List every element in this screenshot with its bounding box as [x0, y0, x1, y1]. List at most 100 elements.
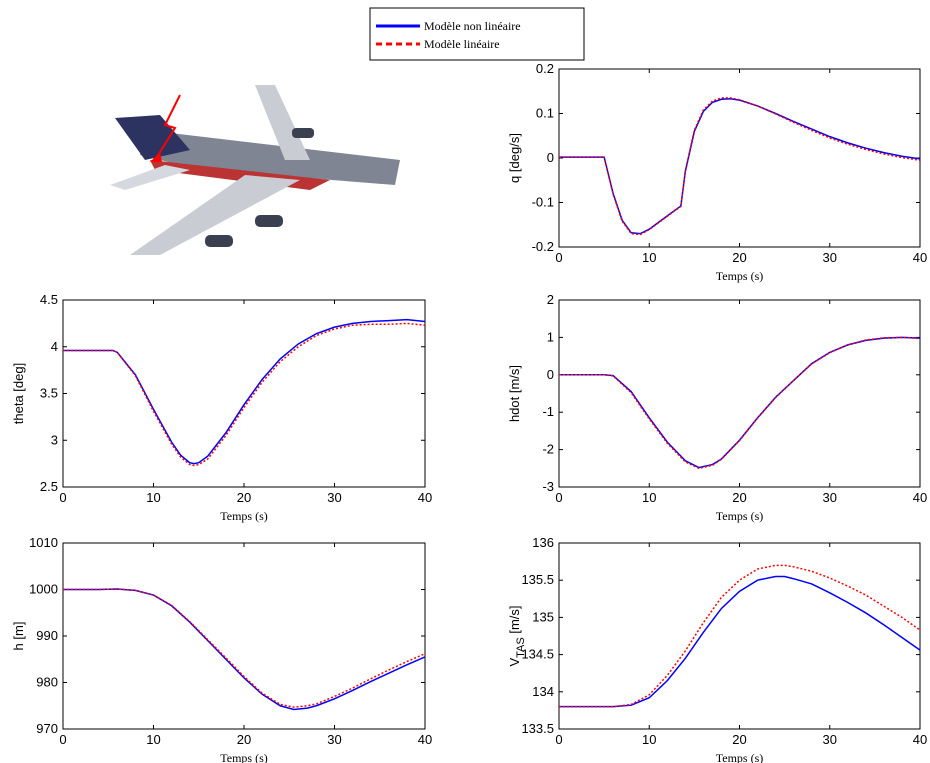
airplane-illustration	[110, 85, 400, 255]
y-axis-label: theta [deg]	[11, 363, 26, 424]
x-axis-label: Temps (s)	[220, 751, 267, 763]
y-tick-label: 135.5	[521, 572, 554, 587]
engine	[292, 128, 314, 138]
y-tick-label: -3	[542, 479, 554, 494]
legend: Modèle non linéaire Modèle linéaire	[369, 7, 585, 61]
legend-box	[369, 7, 585, 61]
y-tick-label: 3.5	[40, 386, 58, 401]
y-tick-label: 3	[51, 432, 58, 447]
series-line	[559, 575, 921, 708]
series-line	[559, 97, 921, 236]
engine	[255, 215, 283, 227]
y-tick-label: 133.5	[521, 721, 554, 736]
fault-arrow-head	[150, 152, 162, 162]
y-tick-label: 970	[36, 721, 58, 736]
y-tick-label: 4.5	[40, 292, 58, 307]
chart: 0 10 20 30 40 2.5 3 3.5 4 4.5 Temps (s) theta [deg]	[11, 292, 432, 523]
y-tick-label: -2	[542, 442, 554, 457]
y-tick-label: 0	[547, 150, 554, 165]
legend-label: Modèle linéaire	[424, 37, 500, 51]
engine	[205, 235, 233, 247]
chart: 0 10 20 30 40 -0.2 -0.1 0 0.1 0.2 Temps (s) q [deg/…	[507, 61, 927, 283]
y-axis-label-part: V	[507, 658, 522, 667]
x-tick-label: 40	[913, 490, 927, 505]
x-tick-label: 20	[732, 490, 746, 505]
x-tick-label: 30	[823, 732, 837, 747]
y-axis-label: h [m]	[11, 622, 26, 651]
series-line	[559, 564, 921, 708]
y-tick-label: 0.1	[536, 106, 554, 121]
plot-area	[62, 542, 426, 730]
x-axis-label: Temps (s)	[716, 509, 763, 523]
x-tick-label: 0	[555, 732, 562, 747]
y-axis-label-part: TAS	[515, 637, 527, 658]
series-line	[559, 336, 921, 470]
y-tick-label: 990	[36, 628, 58, 643]
x-axis-label: Temps (s)	[220, 509, 267, 523]
y-tick-label: 136	[532, 535, 554, 550]
x-tick-label: 10	[642, 250, 656, 265]
y-tick-label: 1	[547, 329, 554, 344]
y-tick-label: 135	[532, 609, 554, 624]
x-tick-label: 20	[237, 490, 251, 505]
y-tick-label: 980	[36, 675, 58, 690]
tail-fin	[115, 115, 190, 160]
series-line	[63, 588, 426, 711]
x-tick-label: 40	[418, 732, 432, 747]
x-tick-label: 0	[59, 490, 66, 505]
y-tick-label: 2.5	[40, 479, 58, 494]
x-tick-label: 30	[823, 490, 837, 505]
chart: 0 10 20 30 40 133.5 134 134.5 135 135.5 136 Temps (…	[507, 535, 927, 763]
x-axis-label: Temps (s)	[716, 269, 763, 283]
wing-bottom	[130, 175, 300, 255]
x-tick-label: 40	[913, 250, 927, 265]
x-tick-label: 30	[327, 732, 341, 747]
x-tick-label: 0	[555, 250, 562, 265]
x-tick-label: 20	[732, 250, 746, 265]
y-tick-label: -1	[542, 404, 554, 419]
x-tick-label: 30	[327, 490, 341, 505]
plot-area	[558, 542, 921, 730]
y-tick-label: -0.2	[532, 239, 554, 254]
fuselage	[140, 130, 400, 185]
y-tick-label: 1010	[29, 535, 58, 550]
x-tick-label: 0	[555, 490, 562, 505]
y-tick-label: 134.5	[521, 647, 554, 662]
tail-plane	[110, 165, 190, 190]
x-tick-label: 10	[642, 490, 656, 505]
y-tick-label: -0.1	[532, 195, 554, 210]
x-tick-label: 40	[418, 490, 432, 505]
x-tick-label: 10	[642, 732, 656, 747]
fault-arrow	[154, 94, 181, 161]
plot-area	[558, 68, 921, 248]
plot-area	[558, 299, 921, 488]
x-tick-label: 20	[732, 732, 746, 747]
x-tick-label: 30	[823, 250, 837, 265]
x-tick-label: 10	[146, 490, 160, 505]
series-line	[63, 588, 426, 708]
series-line	[63, 322, 426, 467]
y-tick-label: 2	[547, 292, 554, 307]
wing-top	[255, 85, 310, 160]
y-tick-label: 1000	[29, 582, 58, 597]
chart: 0 10 20 30 40 970 980 990 1000 1010 Temps (s) h [m]	[11, 535, 432, 763]
y-tick-label: 0.2	[536, 61, 554, 76]
x-tick-label: 0	[59, 732, 66, 747]
series-line	[63, 318, 426, 465]
y-tick-label: 0	[547, 367, 554, 382]
y-axis-label: q [deg/s]	[507, 133, 522, 183]
x-tick-label: 40	[913, 732, 927, 747]
chart: 0 10 20 30 40 -3 -2 -1 0 1 2 Temps (s) hdot [m/s]	[507, 292, 927, 523]
x-axis-label: Temps (s)	[716, 751, 763, 763]
y-axis-label: VTAS [m/s]	[507, 605, 527, 666]
series-line	[559, 98, 921, 235]
x-tick-label: 10	[146, 732, 160, 747]
plot-area	[62, 299, 426, 488]
legend-label: Modèle non linéaire	[424, 19, 521, 33]
x-tick-label: 20	[237, 732, 251, 747]
y-tick-label: 4	[51, 339, 58, 354]
y-axis-label: hdot [m/s]	[507, 365, 522, 422]
y-tick-label: 134	[532, 684, 554, 699]
y-axis-label-part: [m/s]	[507, 605, 522, 637]
